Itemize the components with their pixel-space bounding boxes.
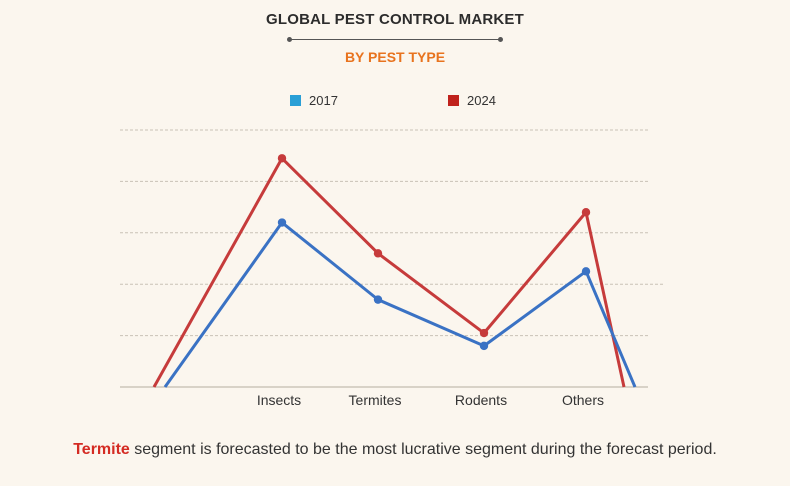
data-point-2024 — [479, 328, 489, 338]
chart-subtitle: BY PEST TYPE — [344, 49, 446, 65]
legend-swatch-2017 — [290, 95, 301, 106]
x-tick-label: Rodents — [455, 392, 507, 408]
data-point-2017 — [373, 295, 383, 304]
chart-footnote: Termite segment is forecasted to be the … — [0, 441, 790, 459]
legend-item-2017: 2017 — [290, 93, 338, 108]
chart-title: GLOBAL PEST CONTROL MARKET — [266, 11, 524, 28]
data-point-2024 — [277, 154, 287, 163]
x-tick-label: Termites — [349, 392, 402, 408]
data-point-2024 — [373, 249, 383, 258]
data-point-2017 — [479, 341, 489, 351]
legend-swatch-2024 — [448, 95, 459, 106]
footnote-highlight: Termite — [73, 441, 130, 458]
x-tick-label: Insects — [257, 392, 301, 408]
legend-label-2017: 2017 — [309, 93, 338, 108]
title-divider — [287, 36, 503, 42]
footnote-text: segment is forecasted to be the most luc… — [129, 441, 717, 458]
data-point-2017 — [277, 218, 287, 227]
legend-item-2024: 2024 — [448, 93, 496, 108]
data-point-2024 — [581, 208, 591, 217]
legend-label-2024: 2024 — [467, 93, 496, 108]
series-line-2024 — [152, 156, 626, 388]
divider-dot-left — [287, 36, 292, 42]
chart-legend: 2017 2024 — [0, 93, 790, 111]
x-tick-label: Others — [562, 392, 604, 408]
series-line-2017 — [163, 221, 637, 388]
data-point-2017 — [581, 267, 591, 276]
divider-dot-right — [498, 36, 503, 42]
